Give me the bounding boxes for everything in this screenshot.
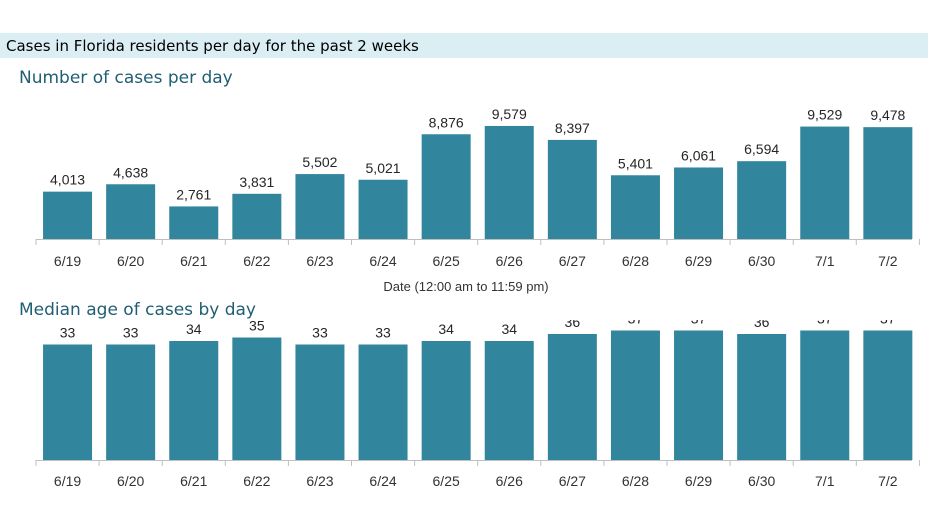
x-tick-label: 6/23 (306, 253, 333, 269)
bar (674, 167, 724, 239)
bar (547, 139, 597, 239)
x-tick-label: 6/23 (306, 473, 333, 489)
bar (863, 330, 913, 460)
bar (358, 179, 408, 239)
data-label: 9,529 (807, 107, 842, 123)
data-label: 5,021 (366, 160, 401, 176)
data-label: 6,594 (744, 141, 779, 157)
data-label: 35 (249, 320, 265, 334)
data-label: 36 (754, 320, 770, 330)
chart-banner: Cases in Florida residents per day for t… (0, 33, 928, 58)
bar (610, 175, 660, 239)
bar (358, 344, 408, 460)
data-label: 33 (123, 325, 139, 341)
x-tick-label: 6/22 (243, 473, 270, 489)
data-label: 6,061 (681, 147, 716, 163)
bar (421, 341, 471, 460)
x-tick-label: 6/29 (685, 253, 712, 269)
bar (863, 127, 913, 239)
x-tick-label: 6/28 (622, 253, 649, 269)
bar (484, 341, 534, 460)
x-tick-label: 7/1 (815, 473, 835, 489)
bar (421, 134, 471, 239)
median-age-chart: 33 6/19 33 6/20 34 6/21 35 6/22 33 6/23 33 6/24 34 6/… (35, 320, 920, 489)
bar (43, 344, 93, 460)
bar (169, 341, 219, 460)
data-label: 37 (628, 320, 644, 327)
bar (295, 174, 345, 239)
data-label: 36 (565, 320, 581, 330)
x-tick-label: 6/29 (685, 473, 712, 489)
data-label: 37 (880, 320, 896, 327)
x-tick-label: 6/30 (748, 253, 775, 269)
bar (484, 125, 534, 239)
data-label: 4,013 (50, 172, 85, 188)
x-tick-label: 6/27 (559, 473, 586, 489)
x-tick-label: 6/19 (54, 473, 81, 489)
x-tick-label: 7/2 (878, 253, 898, 269)
x-tick-label: 6/26 (496, 473, 523, 489)
x-tick-label: 6/28 (622, 473, 649, 489)
cases-chart-title: Number of cases per day (19, 68, 233, 88)
bar (610, 330, 660, 460)
data-label: 3,831 (239, 174, 274, 190)
data-label: 8,397 (555, 120, 590, 136)
x-tick-label: 6/20 (117, 473, 144, 489)
data-label: 33 (375, 325, 391, 341)
data-label: 37 (691, 320, 707, 327)
x-tick-label: 6/25 (433, 473, 460, 489)
x-tick-label: 6/27 (559, 253, 586, 269)
bar (674, 330, 724, 460)
x-tick-label: 6/25 (433, 253, 460, 269)
data-label: 33 (312, 325, 328, 341)
data-label: 4,638 (113, 164, 148, 180)
x-tick-label: 6/21 (180, 473, 207, 489)
data-label: 9,579 (492, 106, 527, 122)
data-label: 34 (438, 321, 454, 337)
x-tick-label: 6/24 (369, 253, 396, 269)
bar (232, 193, 282, 239)
banner-title: Cases in Florida residents per day for t… (6, 37, 419, 55)
age-chart-title: Median age of cases by day (19, 300, 256, 320)
data-label: 2,761 (176, 186, 211, 202)
x-tick-label: 7/1 (815, 253, 835, 269)
cases-chart-xlabel: Date (12:00 am to 11:59 pm) (383, 279, 549, 294)
bar (295, 344, 345, 460)
data-label: 37 (817, 320, 833, 327)
x-tick-label: 7/2 (878, 473, 898, 489)
cases-per-day-chart: 4,013 6/19 4,638 6/20 2,761 6/21 3,831 6/22 5,50… (35, 106, 920, 269)
data-label: 34 (501, 321, 517, 337)
x-tick-label: 6/21 (180, 253, 207, 269)
x-tick-label: 6/19 (54, 253, 81, 269)
data-label: 8,876 (429, 114, 464, 130)
bar (106, 344, 156, 460)
bar (43, 191, 93, 239)
data-label: 9,478 (870, 107, 905, 123)
bar (800, 126, 850, 239)
x-tick-label: 6/20 (117, 253, 144, 269)
x-tick-label: 6/24 (369, 473, 396, 489)
bar (232, 337, 282, 460)
bar (169, 206, 219, 239)
bar (737, 161, 787, 239)
data-label: 5,401 (618, 155, 653, 171)
data-label: 34 (186, 321, 202, 337)
data-label: 33 (60, 325, 76, 341)
x-tick-label: 6/26 (496, 253, 523, 269)
bar (737, 334, 787, 460)
data-label: 5,502 (302, 154, 337, 170)
x-tick-label: 6/30 (748, 473, 775, 489)
bar (800, 330, 850, 460)
bar (547, 334, 597, 460)
bar (106, 184, 156, 239)
x-tick-label: 6/22 (243, 253, 270, 269)
